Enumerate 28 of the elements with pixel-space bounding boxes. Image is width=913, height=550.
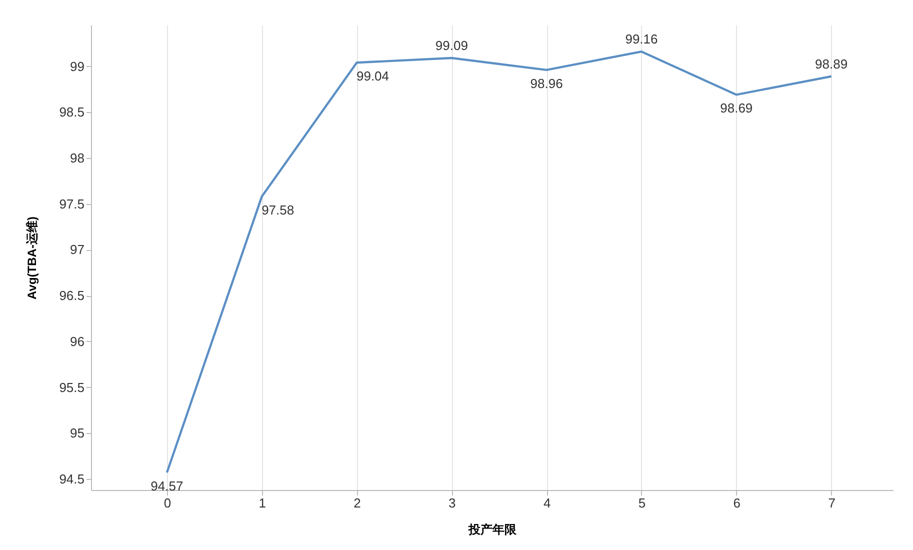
x-axis-title: 投产年限 xyxy=(468,522,518,536)
y-tick-label: 96 xyxy=(70,334,84,349)
y-tick-label: 96.5 xyxy=(59,288,84,304)
x-tick-label: 2 xyxy=(354,496,361,510)
data-label: 98.96 xyxy=(530,76,563,91)
data-label: 98.69 xyxy=(720,100,753,116)
data-label: 99.16 xyxy=(625,32,658,47)
x-tick-label: 3 xyxy=(448,496,456,510)
data-label: 98.89 xyxy=(815,56,848,72)
y-tick-label: 94.5 xyxy=(59,471,84,486)
y-tick-label: 99 xyxy=(70,58,84,74)
x-tick-label: 1 xyxy=(258,496,266,510)
x-tick-label: 0 xyxy=(164,496,172,510)
data-label: 99.04 xyxy=(356,68,390,84)
x-tick-label: 5 xyxy=(638,496,646,510)
y-tick-label: 98 xyxy=(70,150,84,166)
x-tick-label: 4 xyxy=(543,496,551,510)
y-tick-label: 95.5 xyxy=(59,380,84,395)
x-tick-label: 6 xyxy=(733,496,741,510)
data-label: 94.57 xyxy=(150,478,184,494)
y-tick-label: 97 xyxy=(70,242,84,258)
y-tick-label: 95 xyxy=(70,426,84,441)
x-tick-label: 7 xyxy=(828,496,836,510)
data-label: 99.09 xyxy=(435,38,468,54)
data-label: 97.58 xyxy=(262,202,294,218)
y-axis-title: Avg(TBA-运维) xyxy=(25,216,40,300)
y-tick-label: 98.5 xyxy=(59,104,84,120)
y-tick-label: 97.5 xyxy=(59,196,84,212)
